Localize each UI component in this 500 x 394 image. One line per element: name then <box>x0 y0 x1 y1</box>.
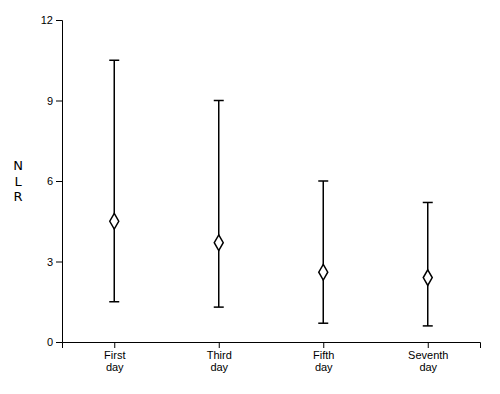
y-tick: 6 <box>47 175 62 187</box>
y-tick-mark <box>56 181 62 182</box>
y-tick-mark <box>56 342 62 343</box>
x-tick-label-line: First <box>104 349 125 361</box>
y-axis-title-line: R <box>13 189 22 204</box>
y-tick: 9 <box>47 95 62 107</box>
error-bar <box>218 101 220 308</box>
x-tick-label-line: Seventh <box>408 349 448 361</box>
y-tick: 12 <box>41 14 62 26</box>
x-tick-mark <box>114 342 115 348</box>
x-tick-label: Firstday <box>104 349 125 374</box>
y-tick-label: 6 <box>47 175 53 187</box>
mean-marker <box>423 270 432 286</box>
y-tick: 3 <box>47 256 62 268</box>
x-tick-label-line: day <box>315 361 333 373</box>
error-bar-group <box>423 202 433 325</box>
mean-marker <box>319 264 328 280</box>
x-tick-mark <box>323 342 324 348</box>
x-tick-mark <box>219 342 220 348</box>
y-tick-mark <box>56 20 62 21</box>
y-axis-title: NLR <box>13 158 23 204</box>
mean-marker <box>110 213 119 229</box>
y-tick-mark <box>56 101 62 102</box>
error-cap-upper <box>423 202 433 204</box>
error-bar-group <box>214 101 224 308</box>
error-bar-group <box>318 181 328 323</box>
x-tick-label-line: day <box>210 361 228 373</box>
y-axis-title-line: N <box>13 158 23 173</box>
error-cap-upper <box>109 60 119 62</box>
y-tick-label: 3 <box>47 256 53 268</box>
error-cap-lower <box>214 306 224 308</box>
y-axis-line <box>56 21 63 343</box>
x-tick: Fifthday <box>313 342 334 373</box>
plot: 036912FirstdayThirddayFifthdaySeventhday <box>41 14 481 373</box>
error-bar <box>114 60 116 302</box>
error-cap-lower <box>318 322 328 324</box>
y-axis: 0 3 6 9 12 <box>41 14 63 348</box>
x-tick-mark <box>428 342 429 348</box>
y-tick-label: 0 <box>47 336 53 348</box>
x-tick: Firstday <box>104 342 125 373</box>
error-cap-upper <box>318 180 328 182</box>
mean-marker <box>214 235 223 251</box>
x-tick-label: Fifthday <box>313 349 334 374</box>
x-tick: Thirdday <box>207 342 232 373</box>
x-axis-line <box>63 343 481 349</box>
x-tick-label: Seventhday <box>408 349 448 374</box>
error-cap-upper <box>214 100 224 102</box>
x-tick: Seventhday <box>408 342 448 373</box>
y-axis-title-line: L <box>14 174 22 189</box>
x-tick-label-line: Third <box>207 349 232 361</box>
y-tick-mark <box>56 262 62 263</box>
y-tick: 0 <box>47 336 62 348</box>
error-bar <box>323 181 325 323</box>
x-axis: FirstdayThirddayFifthdaySeventhday <box>63 342 481 373</box>
marks <box>109 60 433 326</box>
x-tick-label-line: day <box>106 361 124 373</box>
y-tick-label: 9 <box>47 95 53 107</box>
error-bar-group <box>109 60 119 302</box>
error-bar <box>427 202 429 325</box>
x-tick-label: Thirdday <box>207 349 232 374</box>
y-tick-label: 12 <box>41 14 53 26</box>
chart: 036912FirstdayThirddayFifthdaySeventhday… <box>0 0 500 394</box>
x-tick-label-line: day <box>419 361 437 373</box>
error-cap-lower <box>109 301 119 303</box>
error-cap-lower <box>423 325 433 327</box>
x-tick-label-line: Fifth <box>313 349 334 361</box>
